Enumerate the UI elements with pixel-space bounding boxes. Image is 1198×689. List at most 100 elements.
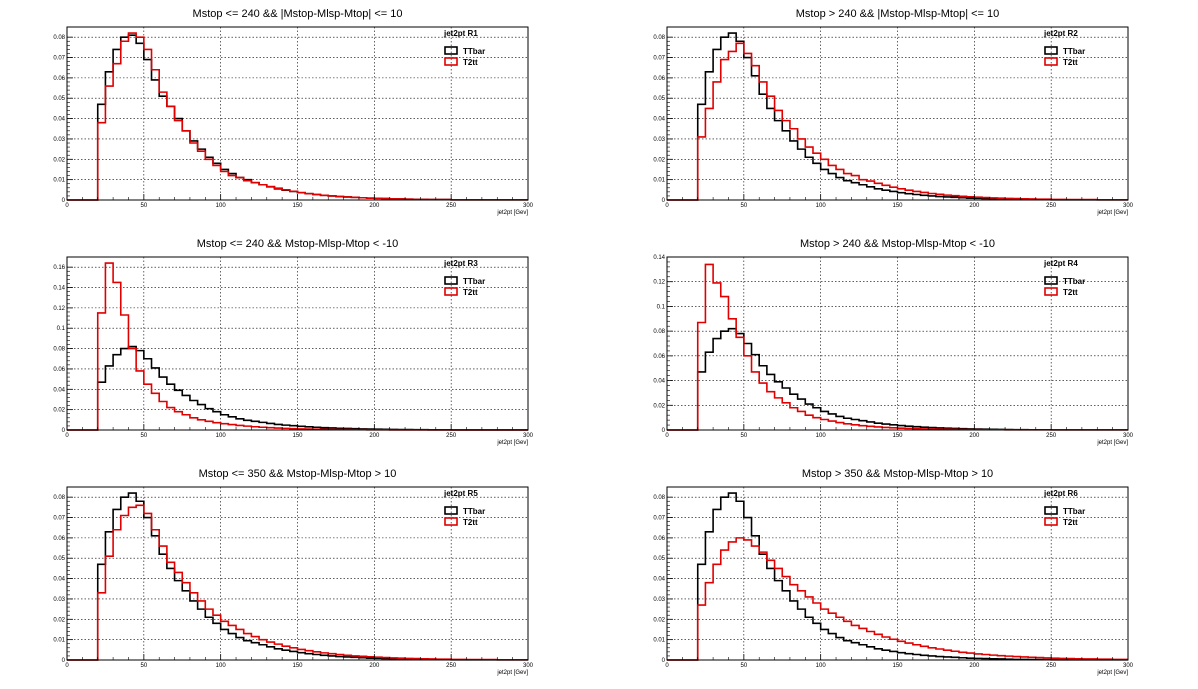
y-tick-label: 0.08	[653, 35, 665, 41]
x-tick-label: 50	[140, 433, 147, 439]
y-tick-label: 0.08	[653, 495, 665, 501]
legend-entry-ttbar: TTbar	[1063, 277, 1085, 286]
legend-swatch-ttbar	[444, 276, 458, 285]
stat-label: jet2pt R2	[1043, 29, 1078, 38]
x-tick-label: 250	[446, 433, 457, 439]
x-axis-label: jet2pt [Gev]	[1096, 670, 1128, 676]
x-tick-label: 0	[665, 663, 669, 669]
y-tick-label: 0.06	[653, 354, 665, 360]
y-tick-label: 0.02	[53, 157, 65, 163]
legend-swatch-t2tt	[444, 57, 458, 66]
x-tick-label: 200	[969, 433, 980, 439]
y-tick-label: 0.14	[53, 286, 65, 292]
y-tick-label: 0.06	[53, 76, 65, 82]
y-tick-label: 0.03	[653, 597, 665, 603]
x-tick-label: 100	[216, 203, 227, 209]
x-tick-label: 150	[892, 663, 903, 669]
y-tick-label: 0.02	[653, 617, 665, 623]
histogram-pane-5: Mstop <= 350 && Mstop-Mlsp-Mtop > 10 0 0.0…	[53, 468, 533, 676]
y-tick-label: 0.08	[53, 35, 65, 41]
y-tick-label: 0.16	[53, 265, 65, 271]
y-tick-label: 0.12	[53, 306, 65, 312]
x-tick-label: 0	[65, 663, 69, 669]
y-tick-label: 0.14	[653, 255, 665, 261]
x-tick-label: 250	[1046, 433, 1057, 439]
y-tick-label: 0	[62, 198, 66, 204]
stat-label: jet2pt R6	[1043, 489, 1078, 498]
x-tick-label: 50	[740, 433, 747, 439]
legend-swatch-t2tt	[444, 517, 458, 526]
legend-swatch-t2tt	[1044, 287, 1058, 296]
x-tick-label: 100	[816, 663, 827, 669]
y-tick-label: 0.08	[653, 329, 665, 335]
series-t2tt-line	[667, 537, 1128, 661]
y-tick-label: 0.04	[653, 577, 665, 583]
y-tick-label: 0.06	[53, 367, 65, 373]
x-tick-label: 100	[816, 203, 827, 209]
y-tick-label: 0.02	[53, 617, 65, 623]
series-ttbar-line	[667, 492, 1128, 661]
pane-title: Mstop > 240 && Mstop-Mlsp-Mtop < -10	[800, 238, 995, 250]
legend-swatch-ttbar	[444, 506, 458, 515]
x-tick-label: 200	[369, 433, 380, 439]
y-tick-label: 0.02	[653, 157, 665, 163]
y-tick-label: 0	[62, 428, 66, 434]
y-tick-label: 0.02	[653, 403, 665, 409]
legend-entry-ttbar: TTbar	[463, 277, 485, 286]
legend-entry-t2tt: T2tt	[463, 518, 478, 527]
y-tick-label: 0.06	[653, 536, 665, 542]
y-tick-label: 0.04	[53, 577, 65, 583]
legend-swatch-t2tt	[444, 287, 458, 296]
x-tick-label: 250	[446, 663, 457, 669]
histogram-pane-2: Mstop > 240 && |Mstop-Mlsp-Mtop| <= 1000…	[653, 8, 1133, 216]
y-tick-label: 0.03	[53, 137, 65, 143]
x-tick-label: 50	[140, 203, 147, 209]
y-tick-label: 0.02	[53, 408, 65, 414]
histogram-pane-6: Mstop > 350 && Mstop-Mlsp-Mtop > 10 0 0.01…	[653, 468, 1133, 676]
x-tick-label: 150	[292, 203, 303, 209]
y-tick-label: 0	[662, 658, 666, 664]
x-tick-label: 250	[446, 203, 457, 209]
x-tick-label: 250	[1046, 203, 1057, 209]
x-tick-label: 50	[740, 663, 747, 669]
series-t2tt-line	[667, 42, 1128, 201]
y-tick-label: 0.05	[653, 556, 665, 562]
x-tick-label: 150	[292, 663, 303, 669]
y-tick-label: 0.07	[653, 516, 665, 522]
y-tick-label: 0.04	[653, 117, 665, 123]
legend-entry-t2tt: T2tt	[1063, 288, 1078, 297]
legend-swatch-ttbar	[444, 46, 458, 55]
histogram-pane-1: Mstop <= 240 && |Mstop-Mlsp-Mtop| <= 10 0…	[53, 8, 533, 216]
y-tick-label: 0.01	[653, 638, 665, 644]
x-tick-label: 200	[369, 663, 380, 669]
x-tick-label: 0	[65, 203, 69, 209]
y-tick-label: 0.12	[653, 280, 665, 286]
legend-swatch-t2tt	[1044, 517, 1058, 526]
y-tick-label: 0.07	[653, 56, 665, 62]
x-tick-label: 300	[523, 433, 534, 439]
y-tick-label: 0.08	[53, 495, 65, 501]
x-tick-label: 300	[523, 663, 534, 669]
y-tick-label: 0.01	[53, 178, 65, 184]
y-tick-label: 0.06	[653, 76, 665, 82]
x-tick-label: 50	[740, 203, 747, 209]
stat-label: jet2pt R5	[443, 489, 478, 498]
legend-entry-t2tt: T2tt	[1063, 518, 1078, 527]
x-tick-label: 50	[140, 663, 147, 669]
y-tick-label: 0.04	[53, 387, 65, 393]
x-axis-label: jet2pt [Gev]	[496, 670, 528, 676]
x-axis-label: jet2pt [Gev]	[1096, 210, 1128, 216]
y-tick-label: 0.07	[53, 516, 65, 522]
y-tick-label: 0.06	[53, 536, 65, 542]
y-tick-label: 0	[62, 658, 66, 664]
legend-entry-t2tt: T2tt	[463, 58, 478, 67]
legend-entry-t2tt: T2tt	[1063, 58, 1078, 67]
legend-entry-ttbar: TTbar	[463, 507, 485, 516]
x-tick-label: 150	[892, 433, 903, 439]
x-tick-label: 100	[816, 433, 827, 439]
y-tick-label: 0.1	[657, 304, 666, 310]
x-tick-label: 300	[1123, 203, 1134, 209]
legend-entry-ttbar: TTbar	[463, 47, 485, 56]
x-tick-label: 200	[369, 203, 380, 209]
